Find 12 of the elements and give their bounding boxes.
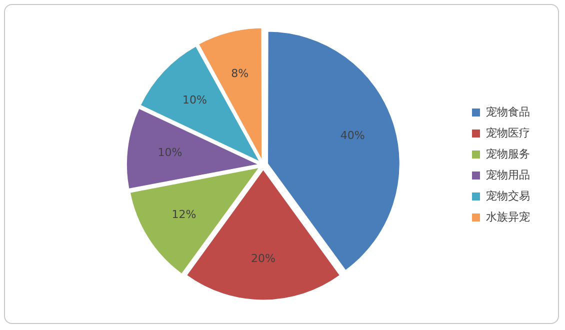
- legend-label: 宠物服务: [486, 147, 530, 160]
- data-label: 20%: [251, 252, 276, 265]
- legend-label: 水族异宠: [486, 210, 530, 224]
- legend-label: 宠物食品: [486, 105, 530, 118]
- legend-label: 宠物医疗: [486, 126, 530, 140]
- data-label: 8%: [231, 66, 249, 80]
- data-label: 40%: [340, 128, 365, 142]
- data-label: 10%: [158, 146, 182, 160]
- legend-label: 宠物交易: [486, 189, 530, 202]
- data-label: 10%: [182, 94, 207, 107]
- data-label: 12%: [172, 208, 196, 222]
- legend-label: 宠物用品: [486, 168, 530, 182]
